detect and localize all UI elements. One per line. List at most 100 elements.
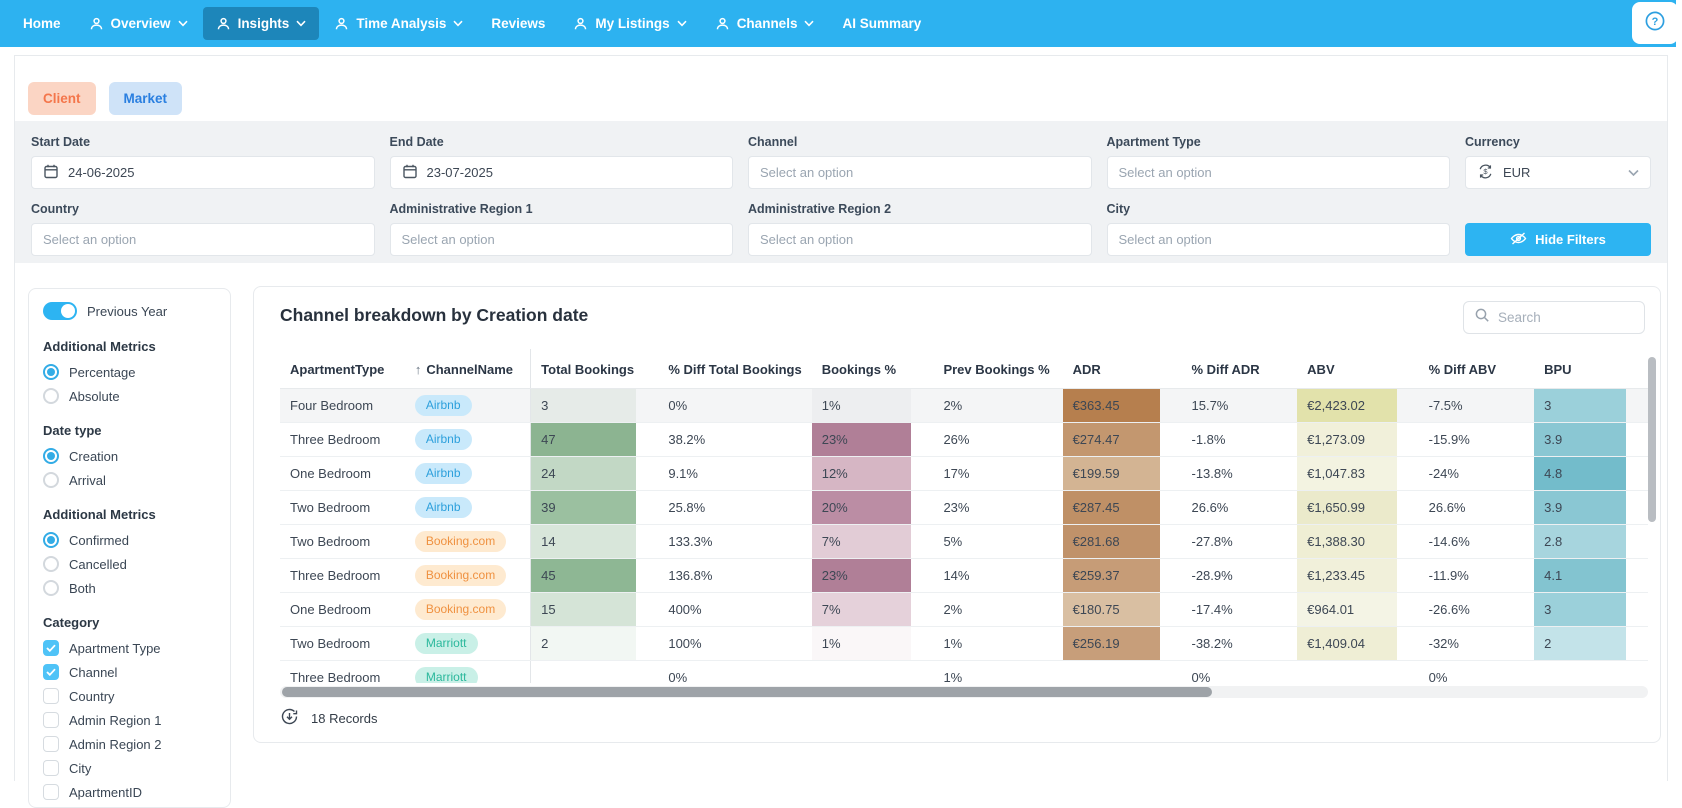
radio-cancelled[interactable]: Cancelled xyxy=(43,556,216,572)
option-label: Absolute xyxy=(69,388,120,404)
heat-value: €259.37 xyxy=(1062,559,1160,592)
cell-diff-abv: -32% xyxy=(1418,626,1535,661)
table-vertical-scrollbar[interactable] xyxy=(1648,357,1656,657)
cell-diff-abv: 0% xyxy=(1418,660,1535,683)
table-row: One Bedroom Booking.com 15 400% 7% 2% €180.75-… xyxy=(280,592,1648,627)
channel-select[interactable]: Select an option xyxy=(748,156,1092,189)
hide-filters-button[interactable]: Hide Filters xyxy=(1465,223,1651,256)
column-header-diff-total-bookings[interactable]: % Diff Total Bookings xyxy=(658,349,812,389)
column-header-total-bookings[interactable]: Total Bookings xyxy=(530,349,659,389)
country-label: Country xyxy=(31,202,79,216)
tab-client[interactable]: Client xyxy=(28,82,96,115)
column-header-diff-abv[interactable]: % Diff ABV xyxy=(1418,349,1535,389)
nav-item-reviews[interactable]: Reviews xyxy=(478,7,558,40)
start-date-input[interactable]: 24-06-2025 xyxy=(31,156,375,189)
column-header-apartmenttype[interactable]: ApartmentType xyxy=(280,349,405,389)
cell-bookings-pct: 1% xyxy=(811,388,934,423)
radio-absolute[interactable]: Absolute xyxy=(43,388,216,404)
filter-admin-region-2: Administrative Region 2 Select an option xyxy=(748,202,1092,256)
country-select[interactable]: Select an option xyxy=(31,223,375,256)
tab-market[interactable]: Market xyxy=(108,82,183,115)
column-header-diff-adr[interactable]: % Diff ADR xyxy=(1181,349,1298,389)
cell-bpu: 3 xyxy=(1534,388,1648,423)
cell-bookings-pct: 1% xyxy=(811,626,934,661)
option-label: Admin Region 2 xyxy=(69,736,162,752)
help-button[interactable]: ? xyxy=(1632,2,1678,44)
radio-arrival[interactable]: Arrival xyxy=(43,472,216,488)
cell-prev-bookings-pct: 14% xyxy=(933,558,1063,593)
column-header-bpu[interactable]: BPU xyxy=(1534,349,1648,389)
cell-bpu: 2.8 xyxy=(1534,524,1648,559)
heat-value: €287.45 xyxy=(1062,491,1160,524)
radio-selected-icon xyxy=(43,532,59,548)
cell-diff-adr: 26.6% xyxy=(1181,490,1298,525)
cell-diff-abv: -14.6% xyxy=(1418,524,1535,559)
column-header-abv[interactable]: ABV xyxy=(1297,349,1419,389)
chevron-down-icon xyxy=(804,20,815,27)
cell-abv: €1,650.99 xyxy=(1297,490,1419,525)
end-date-value: 23-07-2025 xyxy=(426,165,494,180)
apartment-type-select[interactable]: Select an option xyxy=(1106,156,1450,189)
calendar-icon xyxy=(402,163,418,182)
nav-item-time-analysis[interactable]: Time Analysis xyxy=(321,7,476,40)
checkbox-country[interactable]: Country xyxy=(43,688,216,704)
people-icon xyxy=(89,17,104,31)
cell-diff-total-bookings: 0% xyxy=(658,660,812,683)
checkbox-city[interactable]: City xyxy=(43,760,216,776)
radio-confirmed[interactable]: Confirmed xyxy=(43,532,216,548)
cell-diff-total-bookings: 38.2% xyxy=(658,422,812,457)
table-row: Three Bedroom Booking.com 45 136.8% 23% 14% €2… xyxy=(280,558,1648,593)
city-select[interactable]: Select an option xyxy=(1106,223,1450,256)
checkbox-apartment-type[interactable]: Apartment Type xyxy=(43,640,216,656)
nav-item-insights[interactable]: Insights xyxy=(202,7,320,40)
end-date-input[interactable]: 23-07-2025 xyxy=(389,156,733,189)
nav-item-home[interactable]: Home xyxy=(10,7,74,40)
eye-off-icon xyxy=(1510,231,1527,249)
people-icon xyxy=(216,17,231,31)
nav-item-ai-summary[interactable]: AI Summary xyxy=(829,7,934,40)
column-label: % Diff ADR xyxy=(1191,362,1260,377)
cell-abv: €1,273.09 xyxy=(1297,422,1419,457)
column-header-channelname[interactable]: ↑ ChannelName xyxy=(404,349,531,389)
admin-region-1-select[interactable]: Select an option xyxy=(389,223,733,256)
cell-total-bookings: 3 xyxy=(530,388,659,423)
cell-diff-abv: -24% xyxy=(1418,456,1535,491)
search-input[interactable] xyxy=(1498,310,1618,325)
checkbox-icon xyxy=(43,736,59,752)
option-label: Creation xyxy=(69,448,119,464)
table-row: Four Bedroom Airbnb 3 0% 1% 2% €363.45 15.7% €2,… xyxy=(280,388,1648,423)
column-header-adr[interactable]: ADR xyxy=(1062,349,1182,389)
column-header-bookings[interactable]: Bookings % xyxy=(811,349,934,389)
table-row: Two Bedroom Marriott 2 100% 1% 1% €256.19 -38.2… xyxy=(280,626,1648,661)
heat-value: 24 xyxy=(531,457,637,490)
cell-bpu: 3.9 xyxy=(1534,422,1648,457)
radio-icon xyxy=(43,388,59,404)
people-icon xyxy=(573,17,588,31)
checkbox-apartmentid[interactable]: ApartmentID xyxy=(43,784,216,800)
nav-item-label: Time Analysis xyxy=(356,16,447,31)
cell-prev-bookings-pct: 26% xyxy=(933,422,1063,457)
download-icon[interactable] xyxy=(280,707,299,729)
chevron-down-icon xyxy=(677,20,687,27)
table-horizontal-scrollbar[interactable] xyxy=(280,686,1648,698)
admin-region-2-label: Administrative Region 2 xyxy=(748,202,892,216)
channel-label: Channel xyxy=(748,135,798,149)
checkbox-channel[interactable]: Channel xyxy=(43,664,216,680)
radio-both[interactable]: Both xyxy=(43,580,216,596)
column-header-prev-bookings[interactable]: Prev Bookings % xyxy=(933,349,1063,389)
checkbox-admin-region-1[interactable]: Admin Region 1 xyxy=(43,712,216,728)
nav-item-label: Home xyxy=(23,16,61,31)
nav-item-my-listings[interactable]: My Listings xyxy=(560,7,699,40)
nav-item-channels[interactable]: Channels xyxy=(702,7,828,40)
nav-item-overview[interactable]: Overview xyxy=(76,7,201,40)
heat-value: 1% xyxy=(811,389,912,422)
radio-percentage[interactable]: Percentage xyxy=(43,364,216,380)
radio-creation[interactable]: Creation xyxy=(43,448,216,464)
admin-region-2-select[interactable]: Select an option xyxy=(748,223,1092,256)
previous-year-toggle[interactable] xyxy=(43,302,77,320)
heat-value: €964.01 xyxy=(1297,593,1397,626)
checkbox-admin-region-2[interactable]: Admin Region 2 xyxy=(43,736,216,752)
search-icon xyxy=(1474,307,1490,328)
currency-select[interactable]: $ EUR xyxy=(1465,156,1651,189)
cell-channel: Booking.com xyxy=(404,558,531,593)
